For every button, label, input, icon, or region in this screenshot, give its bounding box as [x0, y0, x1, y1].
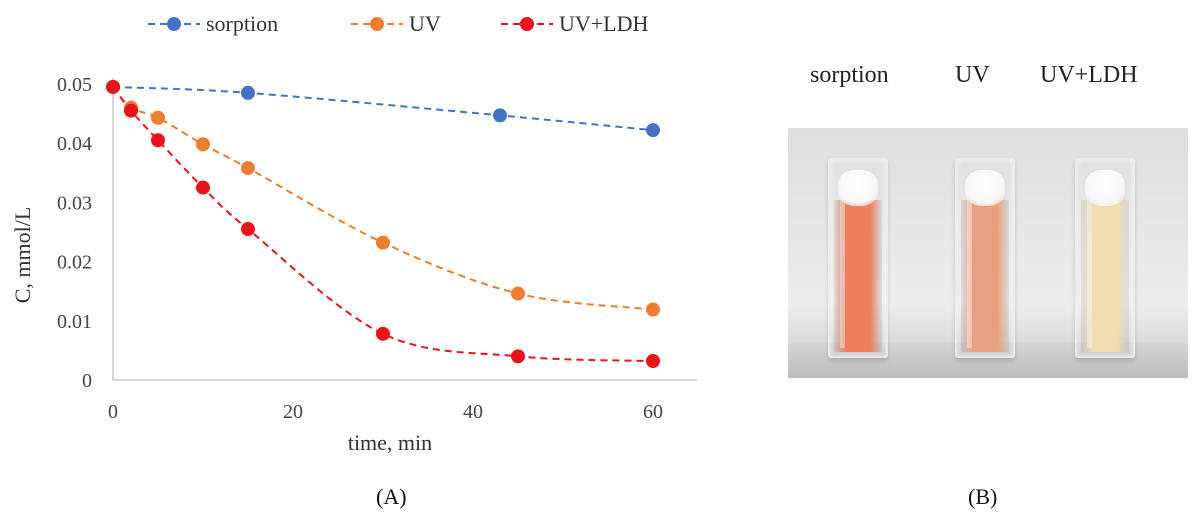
y-tick-label: 0.04: [57, 133, 92, 155]
data-point-uv-ldh: [241, 222, 255, 237]
cuvette-meniscus: [838, 170, 878, 206]
caption-a: (A): [376, 484, 407, 509]
cuvette-meniscus: [1085, 170, 1125, 206]
data-point-uv: [646, 302, 660, 317]
legend-marker: [167, 17, 181, 31]
data-point-uv: [511, 286, 525, 301]
x-axis-title: time, min: [348, 430, 432, 455]
data-point-sorption: [493, 108, 507, 123]
cuvettes-photo: [788, 128, 1188, 378]
legend-item-sorption: sorption: [148, 11, 278, 36]
legend-label: UV: [409, 11, 441, 36]
y-tick-label: 0.05: [57, 74, 92, 96]
x-tick-label: 0: [108, 401, 118, 423]
legend-label: UV+LDH: [559, 11, 649, 36]
data-point-sorption: [241, 85, 255, 100]
y-tick-label: 0: [82, 370, 92, 392]
legend-label: sorption: [206, 11, 278, 36]
data-point-uv-ldh: [151, 133, 165, 148]
data-point-sorption: [646, 123, 660, 138]
cuvette-shine: [967, 200, 972, 348]
line-chart: sorption UV UV+LDH 0 0.01 0.02 0.03 0.04 0.05 0 2…: [10, 11, 697, 455]
photo-label-uv-ldh: UV+LDH: [1040, 62, 1138, 88]
y-tick-label: 0.02: [57, 252, 92, 274]
photo-label-sorption: sorption: [810, 62, 889, 88]
cuvette-uv: [955, 158, 1015, 358]
cuvette-sorption: [828, 158, 888, 358]
series-line-uv: [112, 86, 654, 311]
y-axis-title: C, mmol/L: [10, 207, 35, 304]
data-point-uv-ldh: [511, 349, 525, 364]
series-uv: [106, 79, 660, 317]
data-point-uv: [241, 161, 255, 176]
cuvette-liquid-uv: [961, 200, 1009, 352]
photo-labels: sorption UV UV+LDH: [790, 62, 1190, 92]
data-point-uv: [151, 110, 165, 125]
photo-label-uv: UV: [955, 62, 990, 88]
chart-legend: sorption UV UV+LDH: [148, 11, 649, 36]
y-tick-label: 0.01: [57, 311, 92, 333]
legend-marker: [370, 17, 384, 31]
data-point-uv: [196, 137, 210, 152]
y-tick-label: 0.03: [57, 192, 92, 214]
series-line-uv-ldh: [112, 86, 654, 363]
data-point-uv-ldh: [106, 79, 120, 94]
cuvette-liquid-uv-ldh: [1081, 200, 1129, 352]
legend-marker: [520, 17, 534, 31]
series-line-sorption: [112, 85, 654, 132]
cuvette-uv-ldh: [1075, 158, 1135, 358]
legend-item-uv-ldh: UV+LDH: [501, 11, 649, 36]
caption-b: (B): [968, 484, 998, 509]
x-tick-label: 20: [283, 401, 303, 423]
cuvette-meniscus: [965, 170, 1005, 206]
series-sorption: [106, 79, 660, 138]
x-tick-label: 40: [463, 401, 483, 423]
data-point-uv-ldh: [646, 354, 660, 369]
x-tick-label: 60: [643, 401, 663, 423]
series-uv-ldh: [106, 79, 660, 369]
data-point-uv-ldh: [376, 326, 390, 341]
cuvette-shine: [840, 200, 845, 348]
cuvette-liquid-sorption: [834, 200, 882, 352]
chart-series: [106, 79, 660, 369]
data-point-uv-ldh: [124, 103, 138, 118]
chart-axes: 0 0.01 0.02 0.03 0.04 0.05 0 20 40 60: [57, 74, 697, 423]
data-point-uv: [376, 235, 390, 250]
legend-item-uv: UV: [351, 11, 441, 36]
cuvette-shine: [1087, 200, 1092, 348]
data-point-uv-ldh: [196, 180, 210, 195]
